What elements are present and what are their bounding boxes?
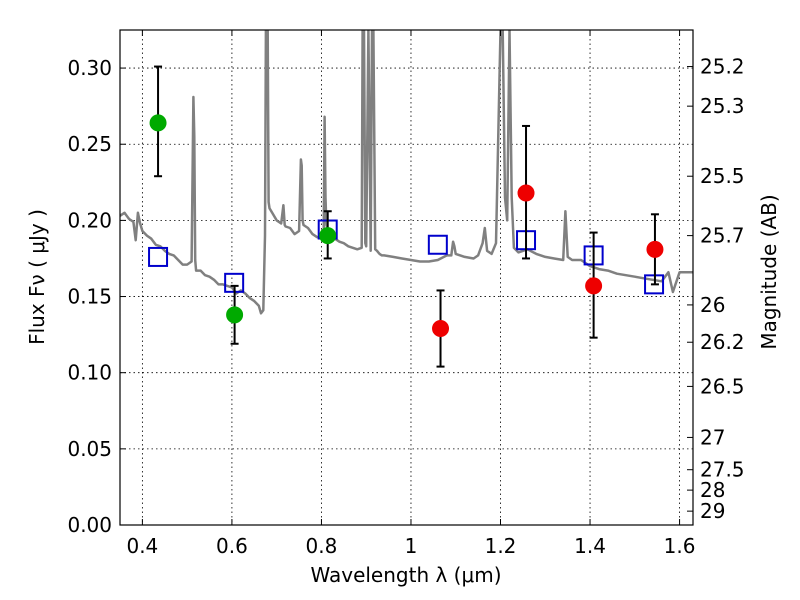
- x-tick-label: 1.6: [664, 534, 696, 558]
- right-tick-label: 26.2: [700, 330, 745, 354]
- observed-red-point: [432, 320, 450, 338]
- observed-green-point: [319, 227, 337, 245]
- y-tick-label: 0.20: [67, 208, 112, 232]
- y-tick-label: 0.05: [67, 437, 112, 461]
- observed-green-point: [149, 114, 167, 132]
- observed-red-point: [517, 184, 535, 202]
- right-tick-label: 25.3: [700, 94, 745, 118]
- x-tick-label: 1: [405, 534, 418, 558]
- right-tick-label: 28: [700, 478, 725, 502]
- x-tick-label: 0.4: [126, 534, 158, 558]
- observed-green-point: [226, 306, 244, 324]
- y-tick-label: 0.10: [67, 361, 112, 385]
- x-tick-label: 1.2: [485, 534, 517, 558]
- right-tick-label: 29: [700, 499, 725, 523]
- observed-red-point: [646, 240, 664, 258]
- right-tick-label: 26.5: [700, 374, 745, 398]
- y-axis-right-label: Magnitude (AB): [757, 194, 781, 349]
- axis-ticks: [120, 30, 693, 526]
- right-tick-label: 25.7: [700, 224, 745, 248]
- y-tick-label: 0.15: [67, 285, 112, 309]
- x-axis-label: Wavelength λ (μm): [310, 563, 501, 587]
- observed-red-point: [585, 277, 603, 295]
- grid: [120, 30, 693, 526]
- axis-tick-labels: 0.4 0.6 0.8 1 1.2 1.4 1.6 0.00 0.05 0.10 0.15 0.20 0…: [67, 55, 744, 558]
- right-tick-label: 25.5: [700, 164, 745, 188]
- plot-area: [120, 30, 693, 368]
- model-photometry-marker: [427, 234, 448, 255]
- y-tick-label: 0.30: [67, 56, 112, 80]
- y-tick-label: 0.00: [67, 513, 112, 537]
- plot-frame: [119, 29, 694, 526]
- y-axis-label: Flux Fν ( μJy ): [25, 209, 49, 345]
- x-tick-label: 0.8: [306, 534, 338, 558]
- right-tick-label: 27: [700, 425, 725, 449]
- model-photometry-marker: [148, 246, 169, 267]
- y-tick-label: 0.25: [67, 132, 112, 156]
- right-tick-label: 25.2: [700, 55, 745, 79]
- x-tick-label: 0.6: [216, 534, 248, 558]
- right-tick-label: 26: [700, 293, 725, 317]
- spectrum-line: [120, 30, 693, 315]
- x-tick-label: 1.4: [574, 534, 606, 558]
- right-tick-label: 27.5: [700, 458, 745, 482]
